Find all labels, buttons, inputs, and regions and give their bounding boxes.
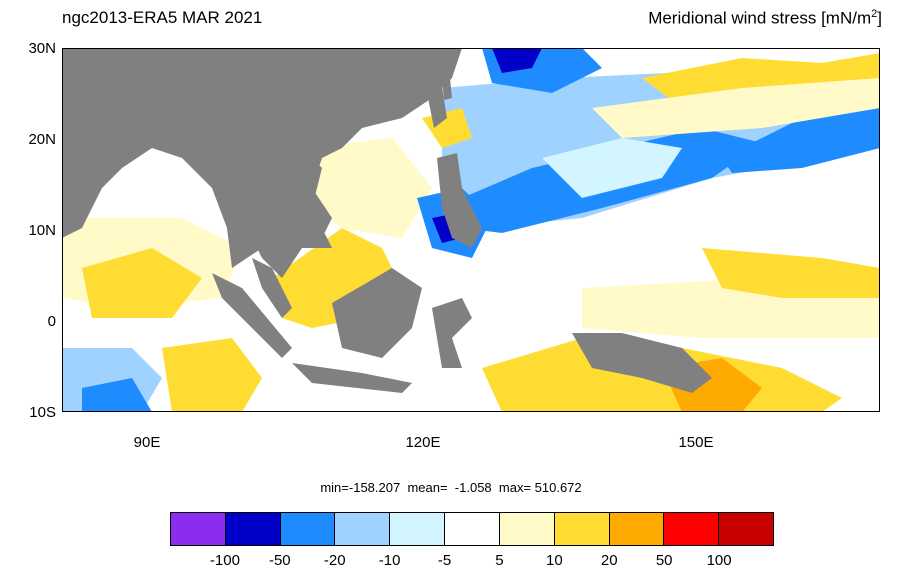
colorbar-label: -100 [209,552,240,569]
colorbar-segment [499,513,555,545]
units-prefix: Meridional wind stress [mN/m [648,8,872,28]
colorbar-segment [719,513,773,545]
land-sulawesi [432,298,472,368]
land-indochina [232,148,332,278]
stats-line: min=-158.207 mean= -1.058 max= 510.672 [0,480,902,495]
colorbar-label: -50 [268,552,291,569]
colorbar-segment [664,513,720,545]
field-patch-lightblue-mid [542,138,682,198]
colorbar-label: 5 [495,552,504,569]
colorbar-segment [280,513,336,545]
colorbar-label: 10 [546,552,563,569]
lon-label-150e: 150E [678,434,714,451]
stats-min: min=-158.207 [320,480,401,495]
field-patch-blue-east [722,103,880,173]
lat-label-0: 0 [47,313,56,330]
lon-label-120e: 120E [405,434,441,451]
colorbar [170,512,774,546]
land-philippines [437,153,482,248]
stats-mean: mean= -1.058 [407,480,492,495]
field-patch-paleyellow-scs [302,138,432,238]
colorbar-label: 20 [600,552,618,569]
colorbar-segment [445,513,500,545]
lon-label-90e: 90E [133,434,161,451]
units-superscript: 2 [871,8,878,20]
land-malay-peninsula [252,258,292,318]
plot-title-left: ngc2013-ERA5 MAR 2021 [62,8,263,27]
units-suffix: ] [877,8,882,28]
map-plot-area [62,48,880,412]
lat-label-30n: 30N [28,40,56,57]
field-patch-blue-sio [82,378,152,412]
colorbar-label: 50 [655,552,673,569]
land-borneo [332,268,422,358]
colorbar-label: -20 [323,552,346,569]
field-patch-yellow-sio [162,338,262,412]
field-patch-yellow-eq [702,248,880,298]
colorbar-label: -10 [378,552,401,569]
land-new-guinea [572,333,712,393]
field-patch-darkblue-top [492,48,542,73]
land-taiwan [442,78,452,100]
colorbar-label: -5 [437,552,452,569]
colorbar-label: 100 [706,552,732,569]
colorbar-segment [335,513,391,545]
field-patch-yellow-io [82,248,202,318]
map-svg [62,48,880,412]
lat-label-20n: 20N [28,131,56,148]
lat-label-10n: 10N [28,222,56,239]
colorbar-segment [609,513,665,545]
colorbar-segment [171,513,226,545]
colorbar-segment [390,513,446,545]
land-java [292,363,412,393]
plot-title-right: Meridional wind stress [mN/m2] [648,8,882,29]
land-sumatra [212,273,292,358]
field-patch-paleyellow-north [592,78,880,138]
stats-max: max= 510.672 [498,480,582,495]
lat-label-10s: 10S [29,404,56,421]
land-luzon [427,88,447,128]
colorbar-segment [554,513,610,545]
colorbar-segment [225,513,281,545]
land-masses [62,48,712,393]
